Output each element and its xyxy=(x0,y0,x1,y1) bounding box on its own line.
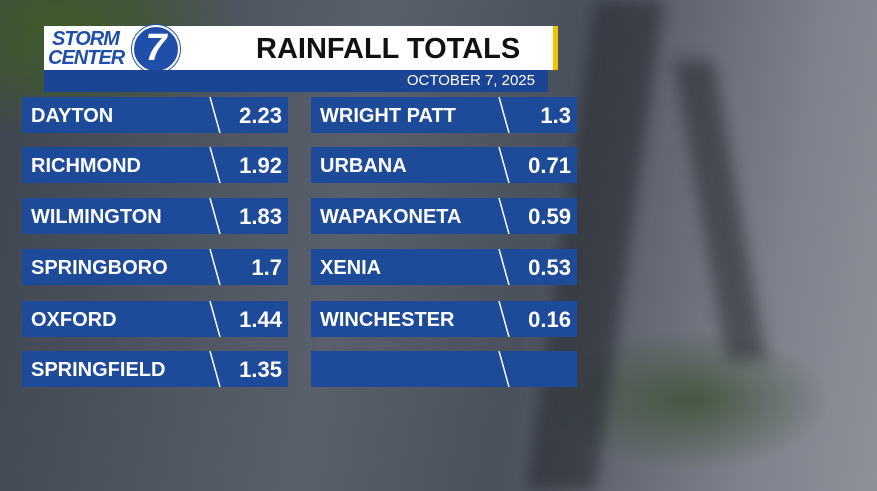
station-name: XENIA xyxy=(320,257,382,279)
title: RAINFALL TOTALS xyxy=(256,33,521,65)
rainfall-value: 0.53 xyxy=(528,255,571,280)
rainfall-value: 1.44 xyxy=(239,307,282,332)
divider xyxy=(498,249,510,285)
date: OCTOBER 7, 2025 xyxy=(406,72,535,89)
divider xyxy=(209,198,221,234)
station-name: SPRINGBORO xyxy=(31,257,168,279)
rainfall-value: 2.23 xyxy=(239,103,282,128)
divider xyxy=(498,97,510,133)
background-reflection xyxy=(673,60,767,360)
logo-text: STORM xyxy=(52,28,120,50)
divider xyxy=(209,351,221,387)
divider-line xyxy=(498,198,510,234)
station-name: WILMINGTON xyxy=(31,206,162,228)
table-cell xyxy=(311,351,577,387)
table-cell: OXFORD 1.44 xyxy=(22,301,288,337)
divider-line xyxy=(209,147,221,183)
divider-line xyxy=(209,249,221,285)
divider-line xyxy=(498,351,510,387)
station-name: OXFORD xyxy=(31,309,117,331)
table-cell: SPRINGBORO 1.7 xyxy=(22,249,288,285)
header-panel: STORM CENTER 7 RAINFALL TOTALS xyxy=(44,25,558,73)
logo-text: CENTER xyxy=(48,47,125,69)
divider-line xyxy=(209,351,221,387)
date-bar: OCTOBER 7, 2025 xyxy=(44,70,548,92)
station-name: RICHMOND xyxy=(31,155,141,177)
rainfall-value: 0.71 xyxy=(528,153,571,178)
divider-line xyxy=(209,301,221,337)
divider xyxy=(498,351,510,387)
station-name: URBANA xyxy=(320,155,407,177)
table-cell: WAPAKONETA 0.59 xyxy=(311,198,577,234)
table-cell: WINCHESTER 0.16 xyxy=(311,301,577,337)
rainfall-value: 0.16 xyxy=(528,307,571,332)
divider xyxy=(209,97,221,133)
table-cell: SPRINGFIELD 1.35 xyxy=(22,351,288,387)
table-cell: URBANA 0.71 xyxy=(311,147,577,183)
divider xyxy=(498,198,510,234)
station-name: WAPAKONETA xyxy=(320,206,462,228)
station-name: SPRINGFIELD xyxy=(31,359,166,381)
rainfall-value: 1.7 xyxy=(251,255,282,280)
rainfall-value: 1.92 xyxy=(239,153,282,178)
divider-line xyxy=(498,97,510,133)
table-cell: WILMINGTON 1.83 xyxy=(22,198,288,234)
station-name: WINCHESTER xyxy=(320,309,455,331)
station-name: WRIGHT PATT xyxy=(320,105,456,127)
station-name: DAYTON xyxy=(31,105,114,127)
divider-line xyxy=(498,301,510,337)
divider xyxy=(498,301,510,337)
divider xyxy=(498,147,510,183)
table-cell: XENIA 0.53 xyxy=(311,249,577,285)
divider-line xyxy=(498,147,510,183)
divider-line xyxy=(209,198,221,234)
divider xyxy=(209,147,221,183)
divider-line xyxy=(209,97,221,133)
rainfall-value: 1.83 xyxy=(239,204,282,229)
rainfall-value: 0.59 xyxy=(528,204,571,229)
accent-stripe xyxy=(553,26,558,70)
divider xyxy=(209,301,221,337)
table-cell: DAYTON 2.23 xyxy=(22,97,288,133)
table-cell: WRIGHT PATT 1.3 xyxy=(311,97,577,133)
logo-number: 7 xyxy=(145,27,167,69)
table-cell: RICHMOND 1.92 xyxy=(22,147,288,183)
divider-line xyxy=(498,249,510,285)
rainfall-value: 1.3 xyxy=(540,103,571,128)
divider xyxy=(209,249,221,285)
rainfall-value: 1.35 xyxy=(239,357,282,382)
